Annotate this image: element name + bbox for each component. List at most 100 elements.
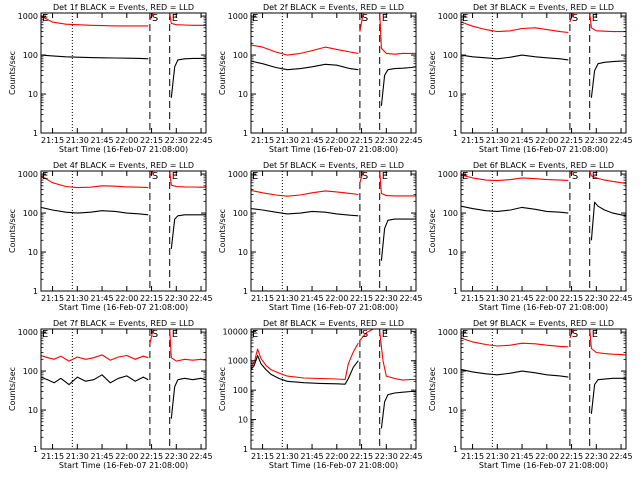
series-lld-line (359, 13, 364, 32)
x-tick-label: 22:45 (190, 136, 213, 145)
series-lld-line (379, 13, 416, 55)
x-tick-label: 22:30 (585, 294, 608, 303)
end-marker-label: E (172, 171, 178, 182)
series-lld-line (461, 21, 569, 34)
x-tick-label: 22:45 (610, 136, 633, 145)
series-events-line (590, 60, 626, 98)
series-events-line (170, 214, 206, 249)
y-tick-label: 1 (33, 287, 38, 296)
end-marker-label: E (592, 329, 598, 340)
axes-frame (460, 328, 627, 450)
start-marker-label: S (362, 329, 368, 340)
x-tick-label: 22:15 (560, 452, 583, 461)
y-tick-label: 1000 (438, 170, 458, 179)
series-lld-line (169, 13, 206, 27)
series-lld-line (461, 174, 569, 182)
x-tick-label: 22:30 (375, 136, 398, 145)
y-tick-label: 1000 (438, 328, 458, 337)
x-tick-label: 22:00 (115, 452, 138, 461)
x-tick-label: 21:15 (461, 294, 484, 303)
y-tick-label: 10 (28, 406, 38, 415)
x-tick-label: 22:00 (535, 136, 558, 145)
panel-title: Det 4f BLACK = Events, RED = LLD (53, 161, 194, 170)
series-lld-line (41, 354, 149, 362)
series-events-line (170, 57, 206, 98)
series-lld-line (41, 15, 149, 27)
x-tick-label: 21:30 (66, 294, 89, 303)
axes-frame (460, 170, 627, 292)
x-tick-label: 21:15 (461, 136, 484, 145)
x-tick-label: 22:15 (140, 294, 163, 303)
panel-title: Det 3f BLACK = Events, RED = LLD (473, 3, 614, 12)
x-tick-label: 22:15 (350, 452, 373, 461)
y-tick-label: 1 (243, 445, 248, 454)
series-events-line (170, 377, 206, 419)
series-lld-line (251, 189, 359, 197)
y-tick-label: 1 (453, 287, 458, 296)
x-axis-label: Start Time (16-Feb-07 21:08:00) (479, 303, 608, 312)
x-tick-label: 21:15 (251, 452, 274, 461)
axes-frame (250, 170, 417, 292)
y-tick-label: 10 (448, 248, 458, 257)
x-tick-label: 22:15 (350, 294, 373, 303)
x-tick-label: 22:45 (400, 294, 423, 303)
series-lld-line (41, 175, 149, 189)
series-lld-line (379, 171, 416, 197)
axes-frame (460, 12, 627, 134)
x-tick-label: 21:45 (91, 136, 114, 145)
x-tick-label: 21:15 (461, 452, 484, 461)
x-tick-label: 21:45 (301, 452, 324, 461)
x-tick-label: 22:15 (350, 136, 373, 145)
series-events-line (380, 390, 416, 429)
end-marker-label-left: E (252, 329, 258, 340)
axes-frame (40, 170, 207, 292)
series-lld-line (359, 171, 364, 183)
x-axis-label: Start Time (16-Feb-07 21:08:00) (269, 461, 398, 470)
x-tick-label: 21:15 (251, 136, 274, 145)
y-tick-label: 1000 (18, 170, 38, 179)
y-tick-label: 10 (28, 90, 38, 99)
y-axis-label: Counts/sec (218, 209, 227, 253)
x-tick-label: 22:30 (375, 294, 398, 303)
series-lld-line (251, 342, 359, 381)
end-marker-label-left: E (42, 329, 48, 340)
series-events-line (380, 218, 416, 261)
y-tick-label: 10 (28, 248, 38, 257)
x-axis-label: Start Time (16-Feb-07 21:08:00) (269, 145, 398, 154)
panel-title: Det 1f BLACK = Events, RED = LLD (53, 3, 194, 12)
panel-title: Det 9f BLACK = Events, RED = LLD (473, 319, 614, 328)
start-marker-label: S (572, 13, 578, 24)
x-tick-label: 21:30 (66, 452, 89, 461)
series-lld-line (251, 44, 359, 56)
x-tick-label: 21:30 (276, 294, 299, 303)
y-tick-label: 100 (23, 367, 38, 376)
panel-title: Det 5f BLACK = Events, RED = LLD (263, 161, 404, 170)
y-tick-label: 1 (453, 445, 458, 454)
series-events-line (251, 60, 359, 71)
y-tick-label: 100 (23, 51, 38, 60)
x-tick-label: 21:45 (511, 294, 534, 303)
x-tick-label: 22:45 (190, 452, 213, 461)
x-tick-label: 22:30 (165, 294, 188, 303)
x-tick-label: 22:30 (585, 136, 608, 145)
x-tick-label: 22:45 (610, 452, 633, 461)
x-tick-label: 22:00 (115, 136, 138, 145)
y-tick-label: 1 (243, 129, 248, 138)
y-tick-label: 100 (443, 209, 458, 218)
x-tick-label: 21:15 (41, 294, 64, 303)
y-tick-label: 10 (238, 416, 248, 425)
x-tick-label: 22:00 (535, 452, 558, 461)
start-marker-label: S (362, 171, 368, 182)
x-tick-label: 21:45 (301, 294, 324, 303)
x-tick-label: 22:45 (190, 294, 213, 303)
y-tick-label: 100 (233, 209, 248, 218)
start-marker-label: S (572, 171, 578, 182)
series-lld-line (169, 329, 206, 362)
x-tick-label: 21:30 (486, 294, 509, 303)
y-axis-label: Counts/sec (218, 367, 227, 411)
series-events-line (590, 377, 626, 414)
end-marker-label-left: E (462, 329, 468, 340)
